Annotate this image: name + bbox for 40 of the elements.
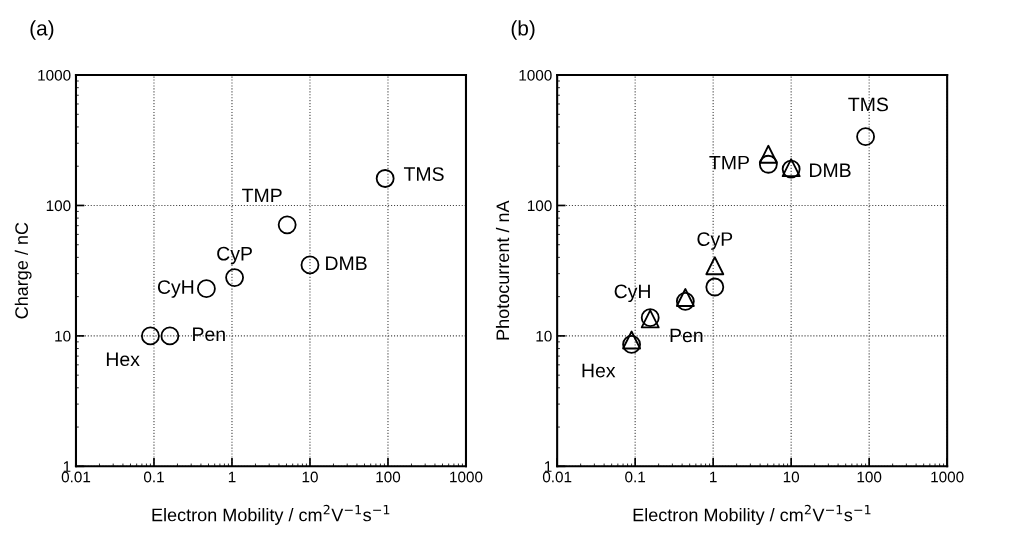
annotation: CyH	[614, 284, 650, 303]
annotation: TMS	[848, 97, 888, 112]
annotation: TMS	[403, 167, 444, 181]
x-axis-title: Electron Mobility / cm$^{2}$V$^{−1}$s$^{−1}$	[152, 504, 390, 525]
annotation: Hex	[582, 363, 616, 378]
annotation: Pen	[193, 327, 225, 342]
y-tick-label: 100	[527, 200, 552, 212]
y-tick-label: 1	[544, 461, 552, 472]
x-tick-label: 0.01	[61, 471, 91, 483]
y-tick-label: 1000	[519, 69, 552, 81]
x-tick-label: 100	[857, 471, 882, 483]
x-axis-title: Electron Mobility / cm$^{2}$V$^{−1}$s$^{−1}$	[633, 504, 871, 525]
y-axis-title: Photocurrent / nA	[495, 200, 510, 340]
x-tick-label: 0.01	[542, 471, 572, 483]
annotation: Pen	[670, 328, 703, 343]
x-tick-label: 1	[228, 471, 236, 483]
x-tick-label: 1000	[450, 471, 483, 483]
x-tick-label: 0.1	[625, 471, 646, 483]
y-axis-title: Charge / nC	[14, 222, 32, 319]
annotation: CyH	[157, 280, 194, 298]
y-tick-label: 100	[46, 200, 71, 212]
x-tick-label: 10	[783, 471, 800, 483]
x-tick-label: 0.1	[143, 471, 164, 483]
annotation: Hex	[106, 352, 140, 367]
x-tick-label: 1000	[931, 471, 964, 483]
x-tick-label: 1	[710, 471, 717, 483]
chart-title: (a)	[30, 20, 54, 40]
y-tick-label: 1	[63, 461, 71, 472]
y-tick-label: 1000	[38, 69, 71, 81]
annotation: TMP	[709, 155, 749, 170]
x-tick-label: 100	[376, 471, 401, 483]
y-tick-label: 10	[536, 330, 552, 342]
annotation: DMB	[326, 256, 367, 270]
x-tick-label: 10	[302, 471, 318, 483]
annotation: CyP	[217, 246, 252, 265]
chart-title: (b)	[511, 20, 535, 40]
y-tick-label: 10	[55, 330, 71, 342]
annotation: DMB	[810, 163, 851, 177]
annotation: TMP	[242, 188, 282, 203]
annotation: CyP	[697, 232, 733, 250]
